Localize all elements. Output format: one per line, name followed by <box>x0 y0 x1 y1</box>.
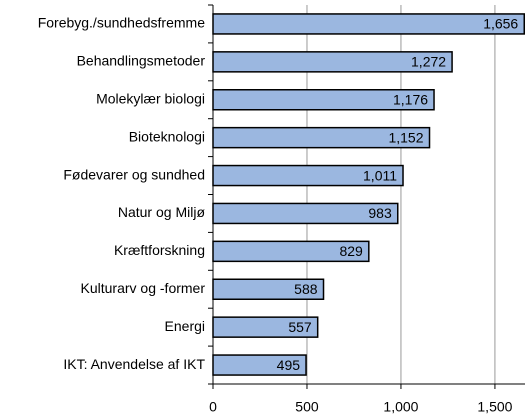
value-label: 495 <box>277 357 301 373</box>
value-label: 1,152 <box>388 129 423 145</box>
y-tick-label: Molekylær biologi <box>96 90 205 106</box>
y-tick-label: Kræftforskning <box>114 242 205 258</box>
bar <box>212 13 525 35</box>
value-label: 588 <box>294 281 318 297</box>
value-label: 1,011 <box>363 167 397 183</box>
value-label: 829 <box>339 243 363 259</box>
y-tick-label: Kulturarv og -former <box>81 280 206 296</box>
x-tick-label: 1,500 <box>477 399 512 415</box>
y-tick-label: Energi <box>165 318 205 334</box>
value-label: 557 <box>288 319 312 335</box>
bar <box>212 278 325 300</box>
y-tick-label: Natur og Miljø <box>118 204 206 220</box>
x-tick-label: 1,000 <box>383 399 418 415</box>
value-label: 1,272 <box>411 54 446 70</box>
x-tick-label: 500 <box>295 399 319 415</box>
bar <box>212 126 431 149</box>
value-label: 983 <box>368 205 392 221</box>
bar <box>212 164 404 187</box>
bar <box>212 240 370 263</box>
y-tick-label: Bioteknologi <box>129 128 205 144</box>
bar <box>212 202 399 225</box>
bar <box>212 354 307 376</box>
y-tick-label: IKT: Anvendelse af IKT <box>63 356 205 372</box>
bar <box>212 316 319 338</box>
y-tick-label: Behandlingsmetoder <box>77 53 206 69</box>
bar <box>212 51 453 73</box>
bar <box>212 89 435 111</box>
y-tick-label: Forebyg./sundhedsfremme <box>38 15 206 31</box>
y-tick-label: Fødevarer og sundhed <box>63 166 205 182</box>
value-label: 1,176 <box>393 91 428 107</box>
value-label: 1,656 <box>483 16 518 32</box>
x-tick-label: 0 <box>209 399 217 415</box>
